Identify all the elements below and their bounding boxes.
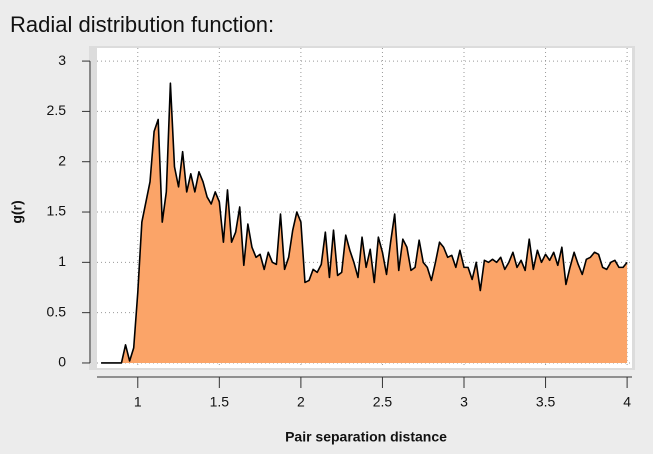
area [101, 83, 628, 363]
y-tick-label: 1 [58, 253, 66, 269]
x-tick-label: 2 [297, 394, 305, 410]
y-tick-label: 2.5 [47, 102, 67, 118]
x-tick-label: 1.5 [210, 394, 230, 410]
x-tick-label: 3.5 [536, 394, 556, 410]
y-axis-label: g(r) [9, 200, 25, 223]
x-axis-label: Pair separation distance [285, 429, 447, 445]
x-tick-label: 4 [623, 394, 631, 410]
x-tick-label: 2.5 [373, 394, 393, 410]
y-tick-label: 2 [58, 152, 66, 168]
chart-title: Radial distribution function: [10, 12, 274, 37]
x-tick-label: 3 [460, 394, 468, 410]
y-tick-label: 1.5 [47, 203, 67, 219]
y-tick-label: 0 [58, 354, 66, 370]
y-tick-label: 0.5 [47, 303, 67, 319]
x-tick-label: 1 [134, 394, 142, 410]
y-tick-label: 3 [58, 52, 66, 68]
line [101, 82, 628, 364]
